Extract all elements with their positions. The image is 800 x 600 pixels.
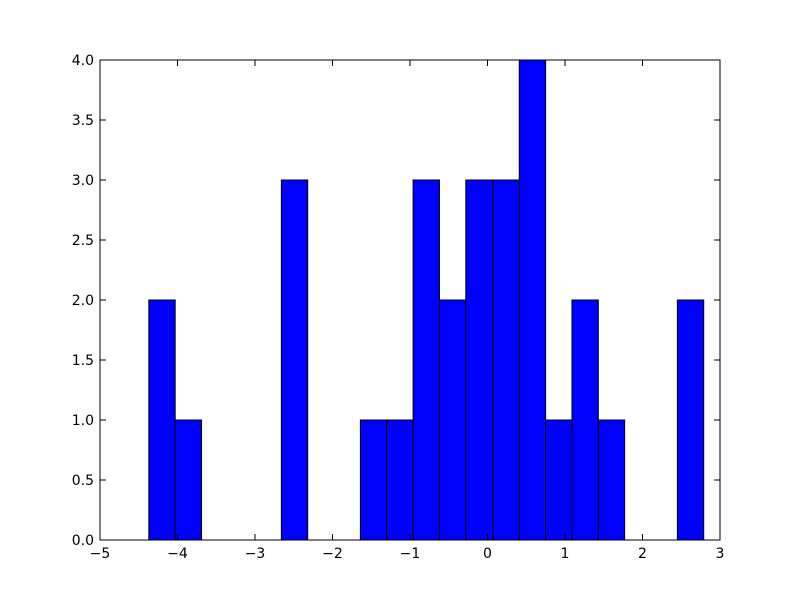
x-tick-label: −5 — [90, 546, 111, 562]
x-tick-label: −2 — [322, 546, 343, 562]
bar — [148, 299, 176, 541]
bar — [597, 419, 626, 541]
y-tick-label: 0.5 — [72, 473, 94, 489]
y-tick-label: 2.5 — [72, 233, 94, 249]
y-tick-label: 3.0 — [72, 173, 94, 189]
bar — [492, 179, 520, 541]
x-tick-label: 3 — [716, 546, 725, 562]
x-tick-label: 0 — [483, 546, 492, 562]
x-tick-label: −4 — [167, 546, 188, 562]
bar — [465, 179, 494, 541]
bar — [412, 179, 440, 541]
bar — [174, 419, 203, 541]
bar — [676, 299, 705, 541]
y-tick-label: 1.5 — [72, 353, 94, 369]
bar — [386, 419, 414, 541]
bar — [280, 179, 309, 541]
y-tick-label: 2.0 — [72, 293, 94, 309]
y-tick-label: 1.0 — [72, 413, 94, 429]
x-tick-label: −3 — [245, 546, 266, 562]
x-tick-label: 2 — [638, 546, 647, 562]
y-tick-label: 0.0 — [72, 533, 94, 549]
y-tick-label: 4.0 — [72, 53, 94, 69]
x-tick-label: 1 — [561, 546, 570, 562]
x-tick-label: −1 — [400, 546, 421, 562]
bar — [518, 59, 547, 541]
bar — [571, 299, 599, 541]
bar — [438, 299, 467, 541]
bar — [359, 419, 388, 541]
bar — [545, 419, 573, 541]
y-tick-label: 3.5 — [72, 113, 94, 129]
